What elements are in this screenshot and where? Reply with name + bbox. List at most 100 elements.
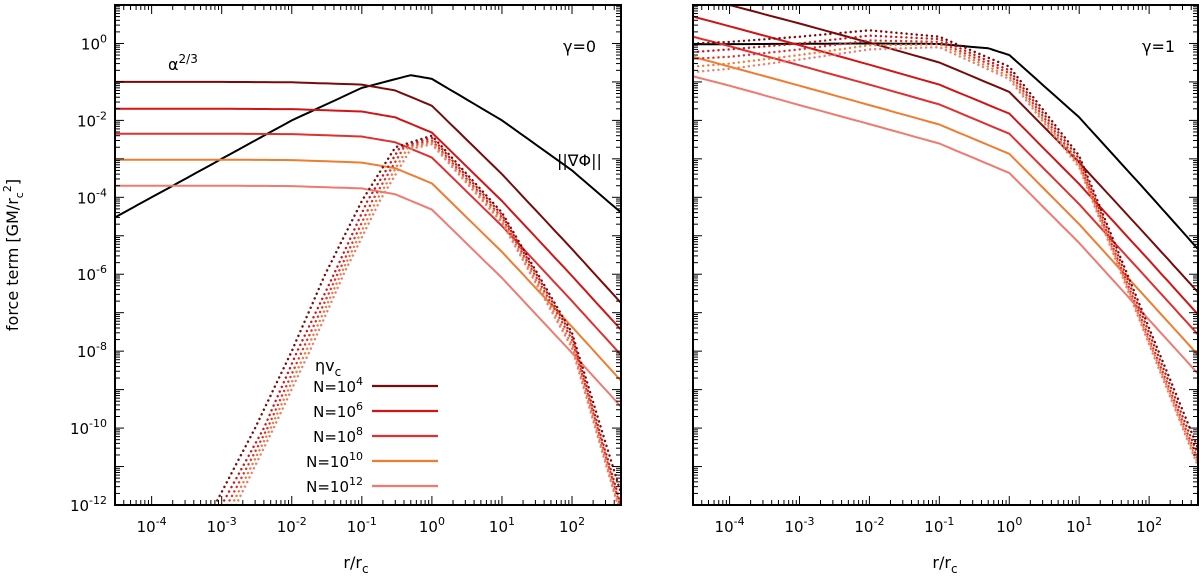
left-annotations: γ=0 α2/3 ηvc ||∇Φ||	[168, 37, 602, 379]
x-tick-label: 10-3	[207, 515, 237, 536]
x-tick-label-exp: 0	[1015, 515, 1022, 528]
series-line-alpha	[694, 35, 1197, 335]
x-axis-label-right-sub: c	[951, 562, 958, 576]
x-tick-label-exp: -4	[156, 515, 167, 528]
series-line-eta-dotted	[226, 139, 620, 504]
x-tick-label-base: 10	[559, 518, 578, 536]
x-tick-label-base: 10	[996, 518, 1015, 536]
legend-label: N=1012	[306, 475, 363, 496]
alpha-annotation-base: α	[168, 55, 179, 74]
x-tick-label-exp: -4	[734, 515, 745, 528]
x-tick-label-base: 10	[277, 518, 296, 536]
series-line-eta-dotted	[694, 43, 1197, 465]
x-axis-label-right: r/rc	[932, 553, 957, 576]
legend-label: N=104	[313, 375, 363, 396]
series-line-eta-dotted	[694, 29, 1197, 449]
x-tick-label-base: 10	[489, 518, 508, 536]
x-tick-label-base: 10	[207, 518, 226, 536]
y-tick-label-exp: -12	[89, 494, 107, 507]
right-plot-frame	[692, 4, 1199, 506]
x-tick-label: 10-1	[347, 515, 377, 536]
y-tick-label-base: 10	[70, 420, 89, 438]
y-tick-label: 10-12	[70, 494, 107, 515]
legend-label: N=106	[313, 400, 363, 421]
y-axis-label-sub: c	[13, 192, 26, 198]
grad-annotation: ||∇Φ||	[557, 151, 602, 170]
y-axis-label-sup: 2	[1, 185, 14, 192]
series-line-eta-dotted	[231, 141, 620, 504]
legend-label-base: N=10	[313, 403, 356, 421]
x-tick-label: 100	[996, 515, 1022, 536]
series-line-gradient	[116, 74, 620, 218]
x-axis-label-left-main: r/r	[343, 553, 362, 572]
x-tick-label-exp: 0	[438, 515, 445, 528]
y-tick-label-base: 10	[77, 112, 96, 130]
x-tick-label-base: 10	[1066, 518, 1085, 536]
series-line-alpha	[694, 75, 1197, 375]
y-tick-label: 100	[81, 32, 107, 53]
series-line-eta-dotted	[694, 46, 1197, 468]
x-tick-label-exp: -2	[296, 515, 307, 528]
right-ticks-group: 10-4 10-3 10-2 10-1 100 101 102	[692, 4, 1199, 536]
x-tick-label: 10-2	[854, 515, 884, 536]
legend-label-exp: 4	[356, 375, 363, 388]
series-line-gradient	[694, 42, 1197, 250]
legend-label-base: N=10	[306, 478, 349, 496]
x-axis-label-right-main: r/r	[932, 553, 951, 572]
x-tick-label-exp: -1	[366, 515, 377, 528]
legend-label: N=1010	[306, 450, 363, 471]
y-tick-label-exp: 0	[100, 32, 107, 45]
y-tick-label-exp: -4	[96, 186, 107, 199]
series-line-alpha	[116, 132, 620, 356]
legend-label-exp: 10	[349, 450, 363, 463]
x-tick-label: 10-1	[924, 515, 954, 536]
legend-label-exp: 8	[356, 425, 363, 438]
eta-annotation-base: ηv	[315, 356, 335, 375]
y-tick-label-base: 10	[77, 343, 96, 361]
x-tick-label-exp: -3	[226, 515, 237, 528]
series-line-eta-dotted	[694, 34, 1197, 456]
series-line-alpha	[116, 158, 620, 382]
y-tick-label-exp: -10	[89, 417, 107, 430]
y-tick-label-base: 10	[81, 35, 100, 53]
x-tick-label-base: 10	[419, 518, 438, 536]
gamma-annotation-right: γ=1	[1142, 37, 1175, 56]
x-tick-label: 102	[559, 515, 585, 536]
x-tick-label-exp: -3	[804, 515, 815, 528]
y-tick-label: 10-4	[77, 186, 107, 207]
y-axis-label: force term [GM/rc2]	[1, 179, 26, 331]
y-tick-label-base: 10	[77, 189, 96, 207]
x-tick-label: 10-2	[277, 515, 307, 536]
eta-annotation: ηvc	[315, 356, 341, 379]
eta-annotation-sub: c	[335, 365, 342, 379]
x-tick-label-base: 10	[1136, 518, 1155, 536]
x-tick-label: 101	[1066, 515, 1092, 536]
legend-label: N=108	[313, 425, 363, 446]
series-line-alpha	[116, 80, 620, 304]
series-line-eta-dotted	[220, 136, 620, 504]
x-tick-label-exp: 1	[508, 515, 515, 528]
y-tick-label-exp: -8	[96, 340, 107, 353]
series-line-alpha	[116, 184, 620, 408]
series-line-eta-dotted	[214, 134, 620, 504]
panel-left: 10-4 10-3 10-2 10-1 100 101 10210010-210-410-6…	[1, 4, 622, 576]
x-tick-label-exp: 1	[1085, 515, 1092, 528]
series-line-eta-dotted	[235, 143, 619, 504]
legend-label-exp: 12	[349, 475, 363, 488]
x-axis-label-left-sub: c	[362, 562, 369, 576]
x-tick-label: 101	[489, 515, 515, 536]
x-tick-label: 10-3	[784, 515, 814, 536]
panel-right: 10-4 10-3 10-2 10-1 100 101 102 γ=1 r/rc	[692, 4, 1199, 576]
x-tick-label-exp: 2	[578, 515, 585, 528]
y-tick-label: 10-6	[77, 263, 107, 284]
legend-label-exp: 6	[356, 400, 363, 413]
x-tick-label-exp: -1	[943, 515, 954, 528]
series-line-alpha	[694, 56, 1197, 356]
y-tick-label-exp: -2	[96, 109, 107, 122]
left-series-group	[116, 74, 620, 504]
y-axis-label-close: ]	[3, 179, 22, 185]
x-tick-label-exp: 2	[1155, 515, 1162, 528]
